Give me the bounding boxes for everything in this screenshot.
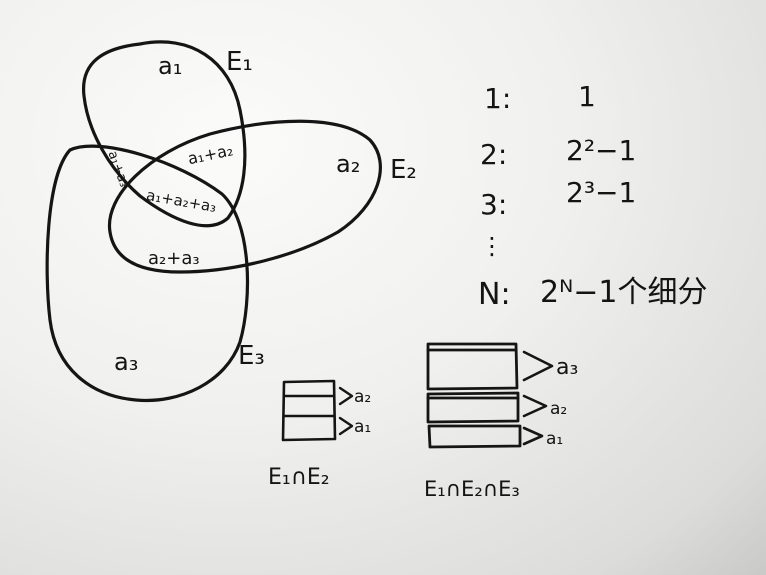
- count-row-3-value: 2³−1: [566, 176, 636, 209]
- region-label-a2-a3: a₂+a₃: [148, 248, 200, 269]
- stack-three-label-bottom: a₁: [546, 429, 563, 449]
- count-ellipsis: ⋮: [480, 232, 504, 260]
- stack-three-arrow-mid: [522, 394, 548, 418]
- stack-three-layer-mid: [426, 391, 520, 424]
- stack-two: a₂ a₁ E₁∩E₂: [268, 379, 371, 490]
- set-e1-outline: [82, 40, 247, 228]
- count-general-n: N:: [478, 277, 511, 312]
- region-label-a1-a2: a₁+a₂: [186, 140, 235, 168]
- region-label-a2: a₂: [336, 150, 360, 178]
- stack-two-box: [281, 379, 337, 442]
- stack-three-layer-top: [426, 342, 519, 391]
- set-label-e2: E₂: [390, 155, 417, 185]
- count-general-value: 2ᴺ−1个细分: [540, 275, 707, 310]
- count-table: 1: 1 2: 2²−1 3: 2³−1 ⋮ N: 2ᴺ−1个细分: [478, 80, 707, 312]
- count-row-2-value: 2²−1: [566, 134, 636, 167]
- set-e2-outline: [107, 119, 382, 274]
- region-label-a1-a3: a₁+a₃: [104, 149, 131, 189]
- count-row-1-value: 1: [578, 80, 596, 113]
- set-e3-outline: [45, 144, 250, 403]
- stack-two-label-bottom: a₁: [354, 417, 371, 437]
- stack-three-arrow-bottom: [522, 426, 544, 446]
- stack-two-arrow-top: [338, 386, 354, 406]
- venn-diagram: a₁ a₂ a₃ a₁+a₂ a₁+a₃ a₁+a₂+a₃ a₂+a₃ E₁ E…: [45, 40, 417, 403]
- stack-two-label-top: a₂: [354, 387, 371, 407]
- count-row-3-n: 3:: [480, 188, 507, 221]
- stack-three-layer-bottom: [427, 424, 522, 449]
- stack-three-label-top: a₃: [556, 355, 578, 380]
- count-row-1-n: 1:: [484, 82, 511, 115]
- stack-three-caption: E₁∩E₂∩E₃: [424, 477, 520, 501]
- region-label-a1: a₁: [158, 52, 182, 80]
- stack-three-arrow-top: [522, 350, 554, 382]
- region-label-a1-a2-a3: a₁+a₂+a₃: [145, 186, 218, 216]
- stack-three-label-mid: a₂: [550, 399, 567, 419]
- stack-two-arrow-bottom: [338, 416, 354, 436]
- count-row-2-n: 2:: [480, 138, 507, 171]
- stack-two-caption: E₁∩E₂: [268, 465, 330, 490]
- set-label-e3: E₃: [238, 341, 265, 371]
- set-label-e1: E₁: [226, 47, 253, 77]
- region-label-a3: a₃: [114, 348, 138, 376]
- stack-three: a₃ a₂ a₁ E₁∩E₂∩E₃: [424, 342, 578, 501]
